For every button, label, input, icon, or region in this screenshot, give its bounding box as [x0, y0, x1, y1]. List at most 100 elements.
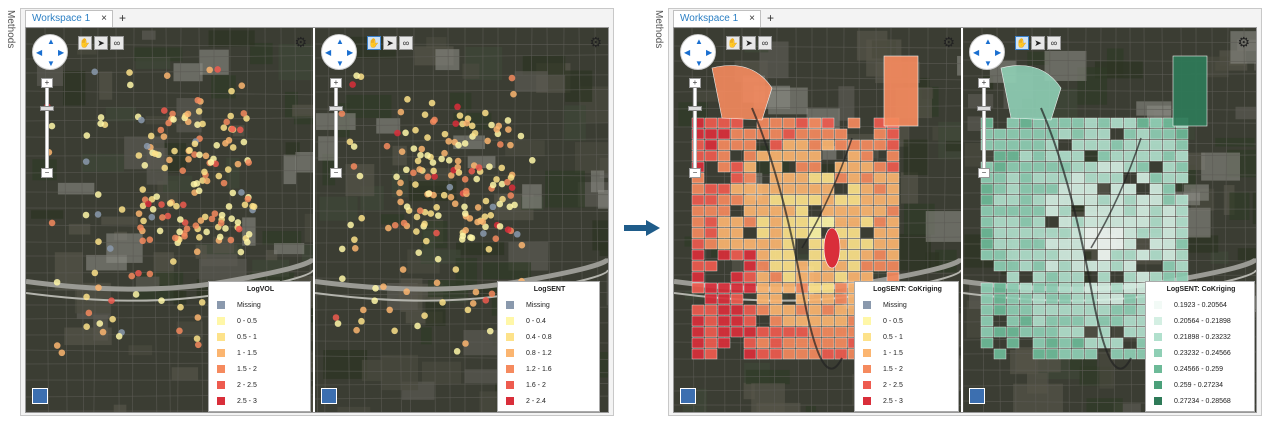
pan-down-icon[interactable]: ▼ [47, 60, 55, 68]
close-icon[interactable]: × [749, 13, 755, 24]
surface-cell [731, 316, 743, 326]
overview-map-icon[interactable] [321, 388, 337, 404]
sample-point [507, 192, 514, 199]
hand-tool-icon[interactable]: ✋ [1015, 36, 1029, 50]
surface-cell [770, 349, 782, 359]
pointer-tool-icon[interactable]: ➤ [1031, 36, 1045, 50]
sample-point [421, 312, 428, 319]
surface-cell [1059, 349, 1071, 359]
gear-icon[interactable]: ⚙ [294, 34, 307, 51]
binoculars-tool-icon[interactable]: ∞ [110, 36, 124, 50]
overview-map-icon[interactable] [32, 388, 48, 404]
surface-cell [1072, 250, 1084, 260]
binoculars-tool-icon[interactable]: ∞ [758, 36, 772, 50]
binoculars-tool-icon[interactable]: ∞ [1047, 36, 1061, 50]
zoom-in-icon[interactable]: + [41, 78, 53, 88]
surface-cell [874, 217, 886, 227]
zoom-thumb[interactable] [329, 106, 343, 111]
zoom-out-icon[interactable]: − [41, 168, 53, 178]
zoom-slider[interactable]: + − [40, 78, 54, 178]
zoom-rail[interactable] [45, 86, 49, 172]
surface-cell [1059, 239, 1071, 249]
surface-cell [1007, 250, 1019, 260]
map-view-cokriging-orange[interactable]: ▲ ▼ ◀ ▶ + − ✋ ➤ ∞ ⚙ LogSENT: CoKriging Missing 0 - 0… [674, 28, 961, 412]
pan-control[interactable]: ▲ ▼ ◀ ▶ [680, 34, 716, 70]
pan-down-icon[interactable]: ▼ [984, 60, 992, 68]
pan-left-icon[interactable]: ◀ [684, 49, 690, 57]
zoom-out-icon[interactable]: − [330, 168, 342, 178]
pan-up-icon[interactable]: ▲ [336, 38, 344, 46]
surface-cell [994, 140, 1006, 150]
overview-map-icon[interactable] [680, 388, 696, 404]
sample-point [411, 145, 418, 152]
methods-side-tab[interactable]: Methods [650, 10, 664, 70]
methods-side-tab[interactable]: Methods [2, 10, 16, 70]
zoom-out-icon[interactable]: − [689, 168, 701, 178]
surface-cell [994, 206, 1006, 216]
add-tab-icon[interactable]: + [119, 11, 126, 25]
zoom-slider[interactable]: + − [688, 78, 702, 178]
zoom-slider[interactable]: + − [329, 78, 343, 178]
zoom-out-icon[interactable]: − [978, 168, 990, 178]
surface-cell [822, 338, 834, 348]
zoom-thumb[interactable] [977, 106, 991, 111]
zoom-rail[interactable] [982, 86, 986, 172]
surface-cell [1150, 140, 1162, 150]
hand-tool-icon[interactable]: ✋ [726, 36, 740, 50]
zoom-in-icon[interactable]: + [689, 78, 701, 88]
pan-control[interactable]: ▲ ▼ ◀ ▶ [32, 34, 68, 70]
pan-right-icon[interactable]: ▶ [58, 49, 64, 57]
surface-cell [718, 129, 730, 139]
surface-cell [1020, 151, 1032, 161]
zoom-thumb[interactable] [688, 106, 702, 111]
gear-icon[interactable]: ⚙ [589, 34, 602, 51]
hand-tool-icon[interactable]: ✋ [367, 36, 381, 50]
surface-cell [1150, 217, 1162, 227]
legend-item: 2 - 2.5 [863, 377, 952, 393]
close-icon[interactable]: × [101, 13, 107, 24]
surface-cell [718, 228, 730, 238]
sample-point [116, 333, 123, 340]
pan-down-icon[interactable]: ▼ [695, 60, 703, 68]
tab-workspace-1[interactable]: Workspace 1 × [673, 10, 761, 27]
surface-cell [861, 173, 873, 183]
sample-point [54, 342, 61, 349]
pan-control[interactable]: ▲ ▼ ◀ ▶ [321, 34, 357, 70]
zoom-rail[interactable] [334, 86, 338, 172]
pan-up-icon[interactable]: ▲ [984, 38, 992, 46]
hand-tool-icon[interactable]: ✋ [78, 36, 92, 50]
overview-map-icon[interactable] [969, 388, 985, 404]
sample-point [177, 216, 184, 223]
surface-cell [705, 239, 717, 249]
pan-right-icon[interactable]: ▶ [347, 49, 353, 57]
zoom-rail[interactable] [693, 86, 697, 172]
pan-left-icon[interactable]: ◀ [973, 49, 979, 57]
pan-control[interactable]: ▲ ▼ ◀ ▶ [969, 34, 1005, 70]
pan-left-icon[interactable]: ◀ [325, 49, 331, 57]
sample-point [414, 323, 421, 330]
gear-icon[interactable]: ⚙ [942, 34, 955, 51]
pan-up-icon[interactable]: ▲ [47, 38, 55, 46]
surface-cell [796, 349, 808, 359]
pan-down-icon[interactable]: ▼ [336, 60, 344, 68]
tab-workspace-1[interactable]: Workspace 1 × [25, 10, 113, 27]
add-tab-icon[interactable]: + [767, 11, 774, 25]
pointer-tool-icon[interactable]: ➤ [94, 36, 108, 50]
zoom-thumb[interactable] [40, 106, 54, 111]
binoculars-tool-icon[interactable]: ∞ [399, 36, 413, 50]
map-view-cokriging-green[interactable]: ▲ ▼ ◀ ▶ + − ✋ ➤ ∞ ⚙ LogSENT: CoKriging 0.1923 - 0.2… [963, 28, 1256, 412]
pan-up-icon[interactable]: ▲ [695, 38, 703, 46]
map-view-logsent[interactable]: ▲ ▼ ◀ ▶ + − ✋ ➤ ∞ ⚙ LogSENT Missing 0 - 0.4 0.4 - 0.8… [315, 28, 608, 412]
zoom-slider[interactable]: + − [977, 78, 991, 178]
pan-left-icon[interactable]: ◀ [36, 49, 42, 57]
surface-cell [1007, 206, 1019, 216]
sample-point [519, 242, 526, 249]
gear-icon[interactable]: ⚙ [1237, 34, 1250, 51]
zoom-in-icon[interactable]: + [978, 78, 990, 88]
zoom-in-icon[interactable]: + [330, 78, 342, 88]
pan-right-icon[interactable]: ▶ [706, 49, 712, 57]
pointer-tool-icon[interactable]: ➤ [383, 36, 397, 50]
pan-right-icon[interactable]: ▶ [995, 49, 1001, 57]
pointer-tool-icon[interactable]: ➤ [742, 36, 756, 50]
